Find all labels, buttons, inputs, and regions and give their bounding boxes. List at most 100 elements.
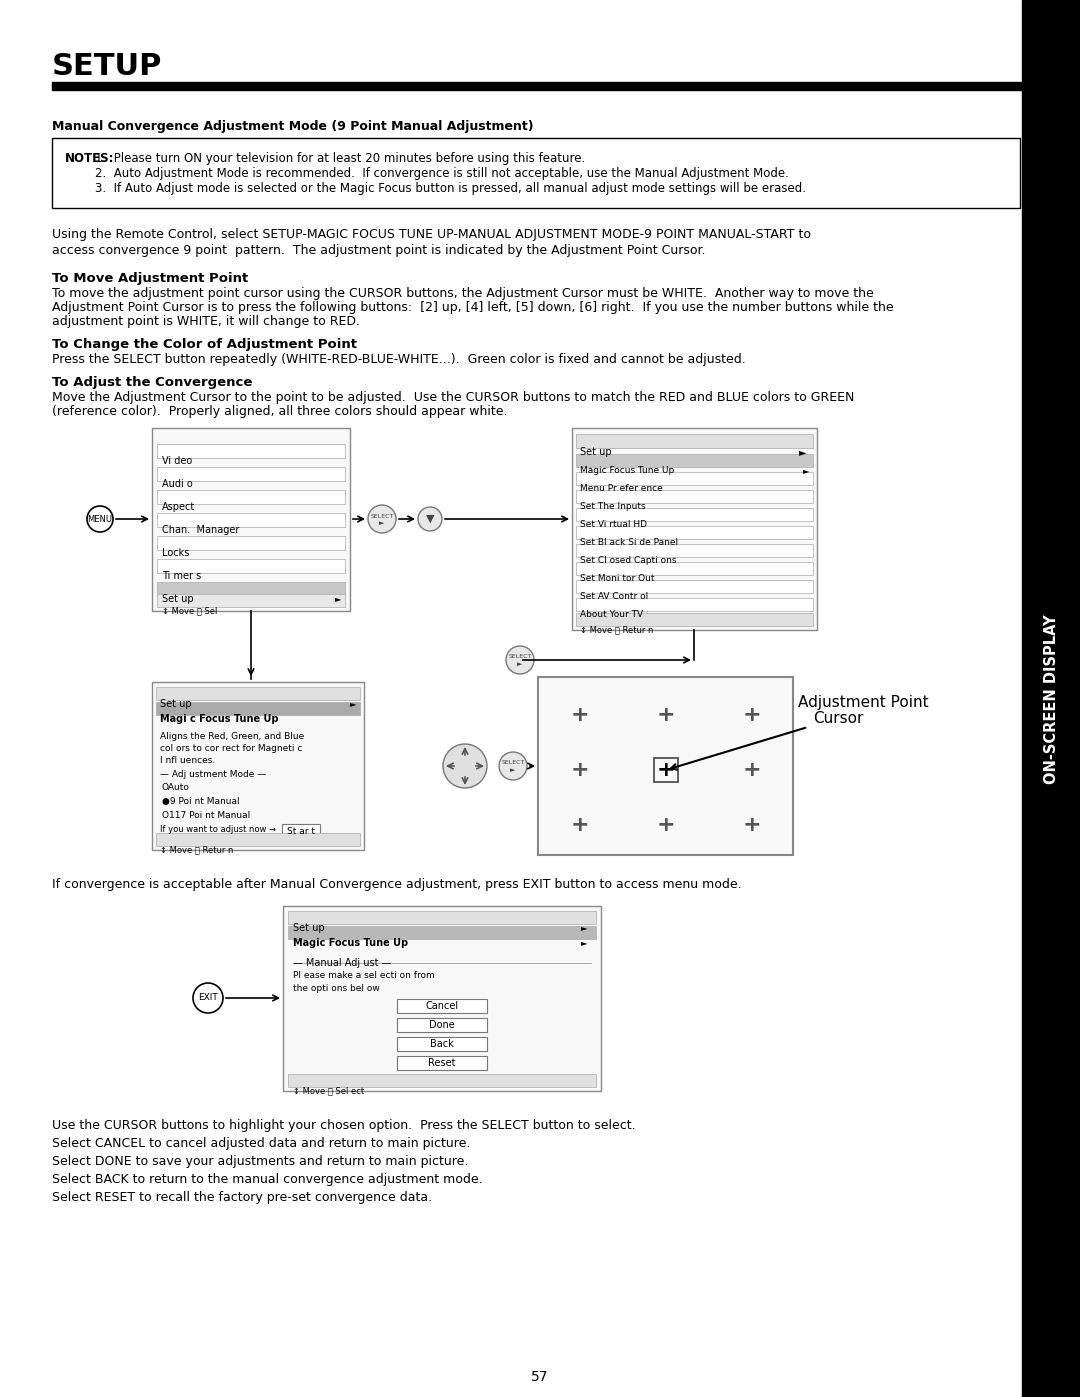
Text: +: + (570, 814, 590, 835)
Text: +: + (657, 814, 675, 835)
Bar (288, 926, 596, 939)
Text: EXIT: EXIT (198, 993, 218, 1003)
Text: If convergence is acceptable after Manual Convergence adjustment, press EXIT but: If convergence is acceptable after Manua… (52, 877, 742, 891)
Text: ►: ► (517, 661, 523, 666)
Bar (576, 434, 813, 448)
Text: To Move Adjustment Point: To Move Adjustment Point (52, 272, 248, 285)
Text: O117 Poi nt Manual: O117 Poi nt Manual (162, 812, 251, 820)
Text: Set Vi rtual HD: Set Vi rtual HD (580, 520, 647, 529)
Text: Back: Back (430, 1039, 454, 1049)
Text: Chan.  Manager: Chan. Manager (162, 525, 240, 535)
Text: Move the Adjustment Cursor to the point to be adjusted.  Use the CURSOR buttons : Move the Adjustment Cursor to the point … (52, 391, 854, 404)
Text: ►: ► (804, 467, 810, 475)
Text: col ors to cor rect for Magneti c: col ors to cor rect for Magneti c (160, 745, 302, 753)
Text: ►: ► (581, 923, 588, 932)
Bar (1022, 0, 1080, 1397)
Text: Adjustment Point: Adjustment Point (798, 694, 929, 710)
Text: Set up: Set up (160, 698, 191, 710)
Bar (156, 687, 360, 700)
Text: adjustment point is WHITE, it will change to RED.: adjustment point is WHITE, it will chang… (52, 314, 360, 328)
Circle shape (368, 504, 396, 534)
Text: Set up: Set up (162, 594, 193, 604)
Circle shape (418, 507, 442, 531)
Text: Magi c Focus Tune Up: Magi c Focus Tune Up (160, 714, 279, 724)
Circle shape (499, 752, 527, 780)
Text: +: + (657, 705, 675, 725)
Bar (157, 467, 345, 481)
Text: Use the CURSOR buttons to highlight your chosen option.  Press the SELECT button: Use the CURSOR buttons to highlight your… (52, 1119, 636, 1132)
Text: 1.  Please turn ON your television for at least 20 minutes before using this fea: 1. Please turn ON your television for at… (65, 152, 585, 165)
Text: Set Bl ack Si de Panel: Set Bl ack Si de Panel (580, 538, 678, 548)
Text: St ar t: St ar t (287, 827, 315, 835)
Bar (576, 580, 813, 592)
Bar (576, 543, 813, 557)
Text: Select DONE to save your adjustments and return to main picture.: Select DONE to save your adjustments and… (52, 1155, 469, 1168)
Text: 3.  If Auto Adjust mode is selected or the Magic Focus button is pressed, all ma: 3. If Auto Adjust mode is selected or th… (65, 182, 806, 196)
Bar (288, 911, 596, 923)
Text: To Change the Color of Adjustment Point: To Change the Color of Adjustment Point (52, 338, 357, 351)
Bar (157, 444, 345, 458)
Bar (397, 999, 487, 1013)
Text: Reset: Reset (429, 1058, 456, 1067)
Text: To move the adjustment point cursor using the CURSOR buttons, the Adjustment Cur: To move the adjustment point cursor usin… (52, 286, 874, 300)
Bar (157, 536, 345, 550)
Bar (283, 907, 600, 1091)
Text: 57: 57 (531, 1370, 549, 1384)
Text: +: + (570, 760, 590, 780)
Text: Pl ease make a sel ecti on from: Pl ease make a sel ecti on from (293, 971, 435, 981)
Bar (157, 490, 345, 504)
Text: SELECT: SELECT (501, 760, 525, 766)
Bar (157, 559, 345, 573)
Text: Manual Convergence Adjustment Mode (9 Point Manual Adjustment): Manual Convergence Adjustment Mode (9 Po… (52, 120, 534, 133)
Text: Cancel: Cancel (426, 1002, 459, 1011)
Text: ►: ► (511, 767, 515, 773)
Text: ►: ► (799, 447, 807, 457)
Text: I nfl uences.: I nfl uences. (160, 756, 215, 766)
Bar (156, 703, 360, 715)
Text: Menu Pr efer ence: Menu Pr efer ence (580, 483, 663, 493)
Text: Adjustment Point Cursor is to press the following buttons:  [2] up, [4] left, [5: Adjustment Point Cursor is to press the … (52, 300, 893, 314)
Text: ↕ Move Ⓢ Sel ect: ↕ Move Ⓢ Sel ect (293, 1085, 364, 1095)
Circle shape (507, 645, 534, 673)
Text: Locks: Locks (162, 548, 189, 557)
Bar (52, 138, 1020, 208)
Circle shape (443, 745, 487, 788)
Bar (654, 759, 678, 782)
Text: +: + (657, 760, 675, 780)
Text: ↕ Move Ⓢ Retur n: ↕ Move Ⓢ Retur n (160, 845, 233, 854)
Bar (157, 513, 345, 527)
Text: Select CANCEL to cancel adjusted data and return to main picture.: Select CANCEL to cancel adjusted data an… (52, 1137, 471, 1150)
Bar (156, 833, 360, 847)
Text: Set Cl osed Capti ons: Set Cl osed Capti ons (580, 556, 676, 564)
Text: +: + (743, 760, 761, 780)
Text: ►: ► (379, 520, 384, 527)
Text: Vi deo: Vi deo (162, 455, 192, 467)
Bar (282, 824, 320, 837)
Bar (152, 427, 350, 610)
Text: Ti mer s: Ti mer s (162, 571, 201, 581)
Text: About Your TV: About Your TV (580, 610, 643, 619)
Text: SETUP: SETUP (52, 52, 162, 81)
Bar (152, 682, 364, 849)
Bar (397, 1056, 487, 1070)
Text: access convergence 9 point  pattern.  The adjustment point is indicated by the A: access convergence 9 point pattern. The … (52, 244, 705, 257)
Text: Done: Done (429, 1020, 455, 1030)
Text: Press the SELECT button repeatedly (WHITE-RED-BLUE-WHITE...).  Green color is fi: Press the SELECT button repeatedly (WHIT… (52, 353, 746, 366)
Text: +: + (570, 705, 590, 725)
Text: Audi o: Audi o (162, 479, 192, 489)
Bar (397, 1018, 487, 1032)
Text: MENU: MENU (87, 514, 112, 524)
Bar (397, 1037, 487, 1051)
Text: the opti ons bel ow: the opti ons bel ow (293, 983, 380, 993)
Text: Aspect: Aspect (162, 502, 195, 511)
Text: ↕ Move Ⓢ Sel: ↕ Move Ⓢ Sel (162, 606, 217, 615)
Bar (572, 427, 816, 630)
Text: Cursor: Cursor (813, 711, 863, 726)
Text: If you want to adjust now →: If you want to adjust now → (160, 826, 276, 834)
Bar (157, 583, 345, 597)
Bar (288, 1074, 596, 1087)
Bar (52, 82, 1022, 89)
Text: +: + (743, 814, 761, 835)
Bar (538, 678, 793, 855)
Text: SELECT: SELECT (509, 655, 531, 659)
